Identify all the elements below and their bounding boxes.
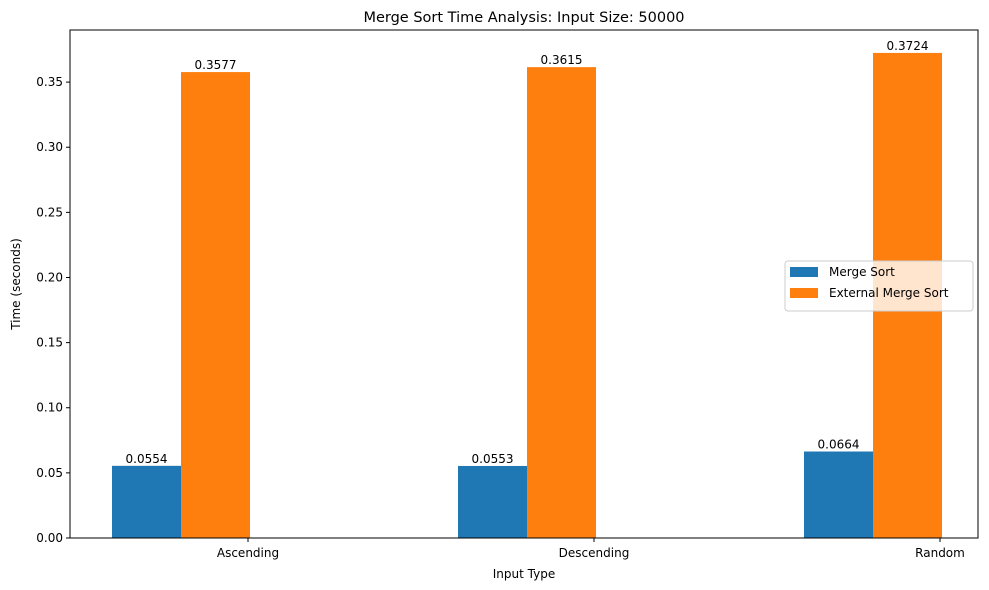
y-tick-label: 0.15 <box>36 336 63 350</box>
legend: Merge Sort External Merge Sort <box>784 260 974 312</box>
x-axis-label: Input Type <box>493 567 555 581</box>
bar-value-label: 0.0553 <box>472 452 514 466</box>
x-tick-label: Random <box>915 546 965 560</box>
bar <box>458 465 527 538</box>
y-tick-label: 0.05 <box>36 466 63 480</box>
y-tick-label: 0.30 <box>36 140 63 154</box>
bar <box>804 451 873 538</box>
bar-value-label: 0.0664 <box>818 438 860 452</box>
plot-frame <box>69 29 979 539</box>
x-tick-label: Ascending <box>217 546 279 560</box>
legend-swatch <box>790 288 818 298</box>
y-tick-label: 0.25 <box>36 205 63 219</box>
y-tick-label: 0.10 <box>36 401 63 415</box>
legend-label: Merge Sort <box>829 265 895 279</box>
x-tick-label: Descending <box>559 546 630 560</box>
y-axis-label: Time (seconds) <box>9 238 23 331</box>
bar-value-label: 0.0554 <box>126 452 168 466</box>
chart-title: Merge Sort Time Analysis: Input Size: 50… <box>363 10 684 26</box>
bar <box>181 72 250 539</box>
legend-swatch <box>790 267 818 277</box>
bar-value-label: 0.3724 <box>887 39 929 53</box>
bar <box>112 465 181 538</box>
legend-label: External Merge Sort <box>829 286 949 300</box>
bar <box>527 67 596 538</box>
y-tick-label: 0.35 <box>36 75 63 89</box>
y-tick-label: 0.20 <box>36 270 63 284</box>
plot-area: 0.00 0.05 0.10 0.15 0.20 0.25 0.30 0.35 0.0554 0.… <box>36 39 965 560</box>
legend-box <box>784 260 974 312</box>
bar-value-label: 0.3615 <box>541 53 583 67</box>
bar-value-label: 0.3577 <box>195 58 237 72</box>
y-tick-label: 0.00 <box>36 531 63 545</box>
